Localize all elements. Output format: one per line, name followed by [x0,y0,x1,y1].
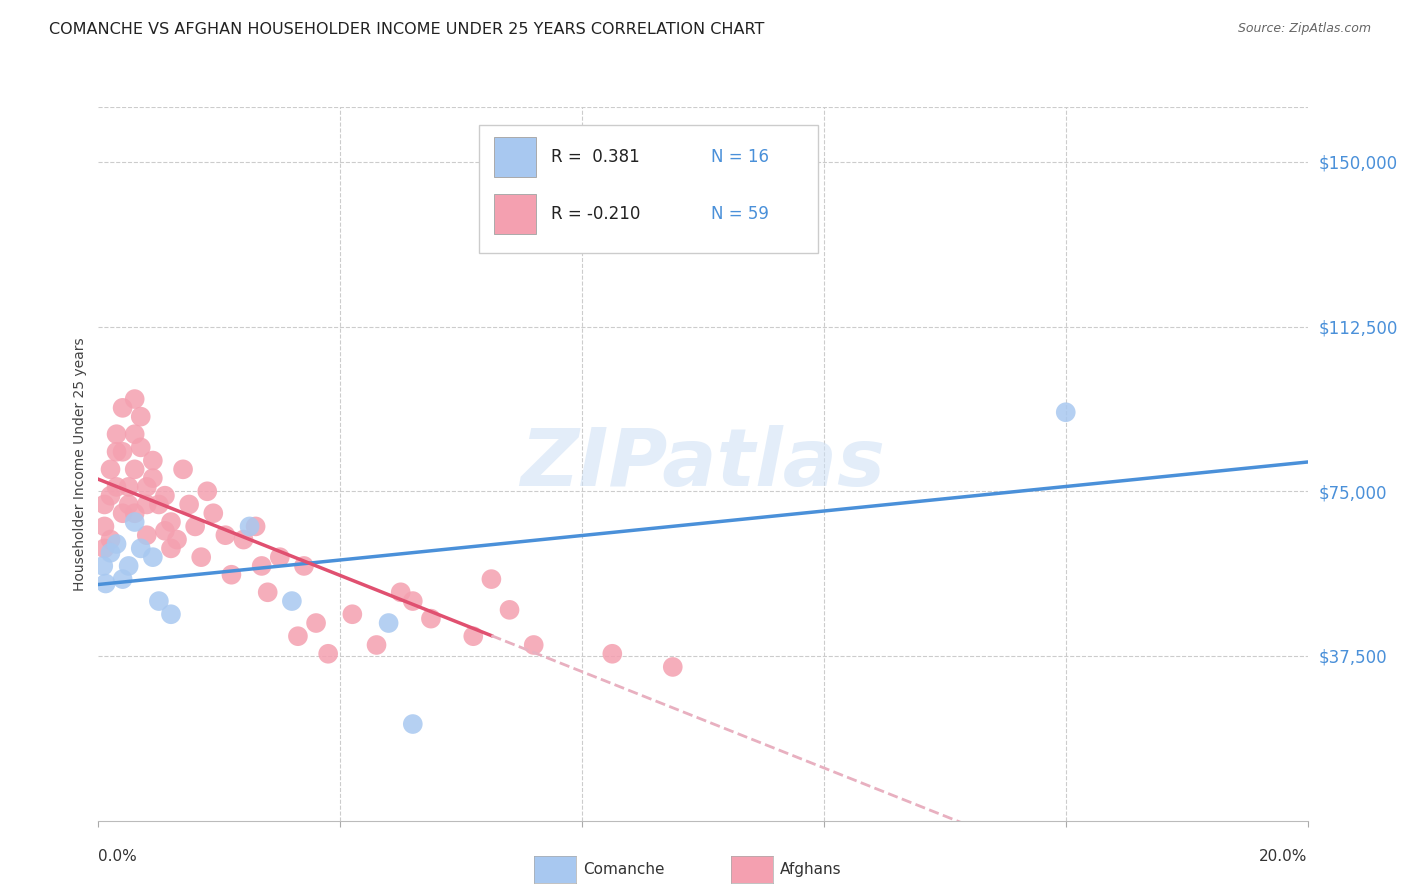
Point [124,515,146,529]
Point [100,546,122,560]
Point [195,484,218,499]
Point [153,489,176,503]
Point [269,550,291,565]
Point [105,480,128,494]
Point [256,585,278,599]
Bar [494,137,536,177]
Point [100,533,122,547]
Point [420,612,443,626]
Point [402,717,425,731]
Text: Source: ZipAtlas.com: Source: ZipAtlas.com [1237,22,1371,36]
Point [124,506,146,520]
Point [148,594,170,608]
Point [118,558,141,573]
Y-axis label: Householder Income Under 25 years: Householder Income Under 25 years [73,337,87,591]
Point [91,558,114,573]
Point [389,585,412,599]
Point [1054,405,1077,419]
Text: R =  0.381: R = 0.381 [551,148,640,166]
Bar [494,194,536,234]
Point [142,471,165,485]
Point [481,572,503,586]
Point [93,498,115,512]
Point [118,498,141,512]
Text: R = -0.210: R = -0.210 [551,205,640,223]
Point [105,427,128,442]
Point [292,558,315,573]
Text: 0.0%: 0.0% [98,849,138,864]
Point [142,453,165,467]
Point [111,506,134,520]
Point [135,480,157,494]
Point [316,647,339,661]
Point [402,594,425,608]
Point [142,550,165,565]
Point [232,533,254,547]
Point [105,537,128,551]
Point [100,489,122,503]
Point [160,541,183,556]
Point [172,462,194,476]
Point [93,541,115,556]
Point [221,567,243,582]
Text: N = 59: N = 59 [711,205,769,223]
Point [523,638,546,652]
Point [124,462,146,476]
Text: COMANCHE VS AFGHAN HOUSEHOLDER INCOME UNDER 25 YEARS CORRELATION CHART: COMANCHE VS AFGHAN HOUSEHOLDER INCOME UN… [49,22,765,37]
Text: Comanche: Comanche [583,863,665,877]
Point [287,629,309,643]
Point [245,519,267,533]
Point [166,533,188,547]
Point [342,607,364,622]
Point [250,558,273,573]
Point [305,615,328,630]
Point [100,462,122,476]
Point [129,441,152,455]
FancyBboxPatch shape [479,125,818,253]
Point [366,638,388,652]
Point [153,524,176,538]
Point [160,515,183,529]
Text: 20.0%: 20.0% [1260,849,1308,864]
Point [377,615,399,630]
Point [148,498,170,512]
Point [111,572,134,586]
Point [129,541,152,556]
Point [135,498,157,512]
Point [498,603,520,617]
Point [93,519,115,533]
Point [105,444,128,458]
Text: N = 16: N = 16 [711,148,769,166]
Point [463,629,485,643]
Text: ZIPatlas: ZIPatlas [520,425,886,503]
Point [239,519,262,533]
Point [662,660,685,674]
Point [129,409,152,424]
Point [602,647,624,661]
Text: Afghans: Afghans [780,863,842,877]
Point [190,550,212,565]
Point [111,401,134,415]
Point [202,506,225,520]
Point [124,427,146,442]
Point [184,519,207,533]
Point [94,576,117,591]
Point [118,480,141,494]
Point [179,498,201,512]
Point [281,594,304,608]
Point [160,607,183,622]
Point [124,392,146,406]
Point [135,528,157,542]
Point [111,444,134,458]
Point [214,528,236,542]
